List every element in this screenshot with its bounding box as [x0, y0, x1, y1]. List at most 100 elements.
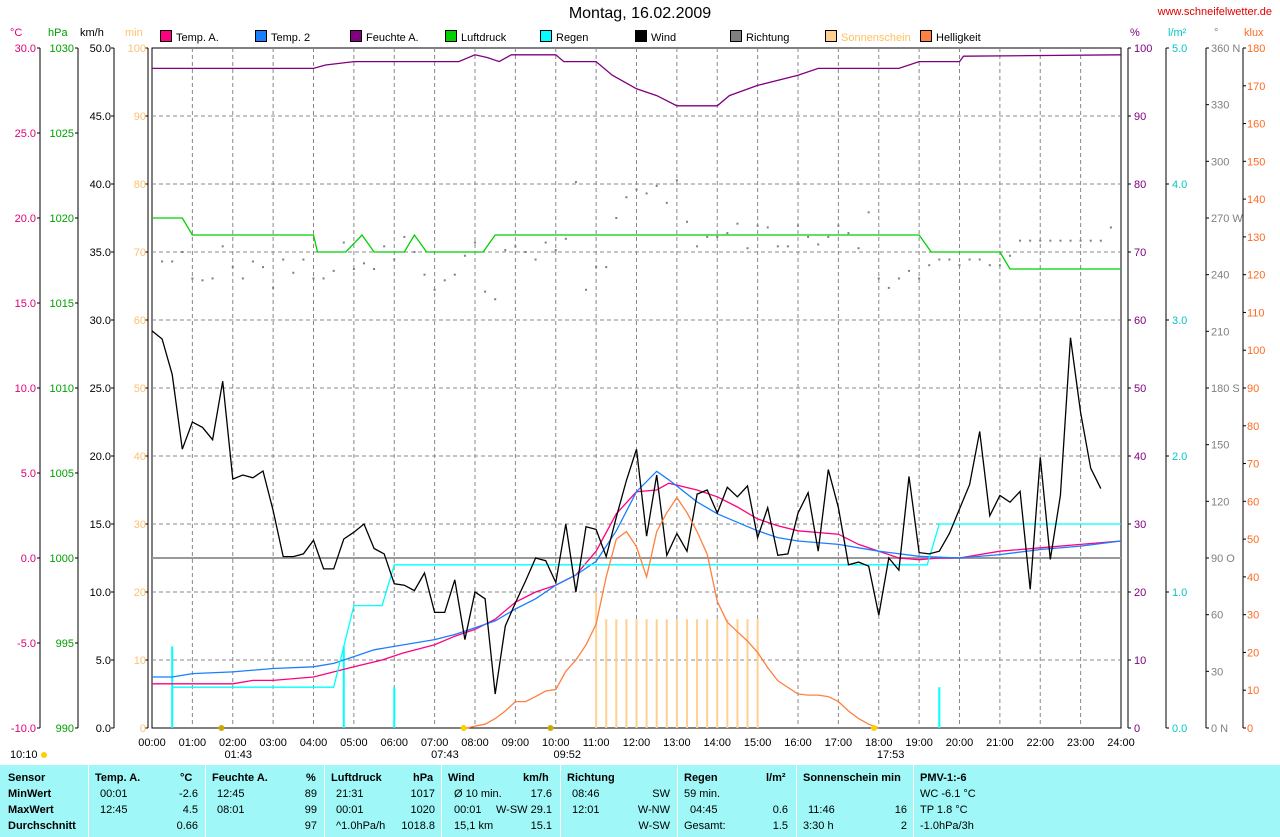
event-markers: 01:43 07:43 09:52 17:53 10:10 [10, 725, 904, 761]
avg-sun-val: 2 [900, 820, 907, 832]
axis-tick-label: 0 N [1211, 723, 1228, 735]
legend-label: Richtung [746, 32, 790, 44]
axis-tick-label: 5.0 [1172, 43, 1187, 55]
direction-point [302, 258, 305, 261]
axis-tick-label: 0 [1134, 723, 1140, 735]
pmv-wc: WC -6.1 °C [920, 788, 976, 800]
max-rain-time: 04:45 [690, 804, 718, 816]
avg-wind-val: 15.1 [530, 820, 552, 832]
event-label: 09:52 [554, 749, 582, 761]
direction-point [373, 268, 376, 270]
direction-point [615, 217, 618, 219]
direction-point [766, 226, 769, 229]
direction-point [645, 192, 648, 195]
axis-tick-label: 995 [56, 638, 74, 650]
plot-area [151, 54, 1122, 729]
axis-tick-label: 360 N [1211, 43, 1240, 55]
axis-unit-label: klux [1244, 27, 1264, 39]
legend-item: Richtung [730, 30, 789, 46]
direction-point [443, 279, 446, 282]
x-tick-label: 20:00 [946, 737, 974, 749]
avg-dir-val: W-SW [638, 820, 670, 832]
direction-point [998, 264, 1001, 267]
axis-tick-label: 50 [1134, 383, 1146, 395]
axis-tick-label: 10 [1247, 685, 1259, 697]
x-tick-label: 16:00 [784, 737, 812, 749]
direction-point [231, 266, 234, 269]
axis-tick-label: 35.0 [90, 247, 111, 259]
axis-tick-label: 330 [1211, 100, 1229, 112]
direction-point [574, 181, 577, 184]
weather-chart: 30.025.020.015.010.05.00.0-5.0-10.0°C103… [10, 27, 1265, 761]
direction-point [211, 277, 214, 280]
table-divider [441, 765, 442, 837]
hdr-wind-unit: km/h [523, 772, 549, 784]
direction-point [463, 254, 466, 257]
max-wind-val: 29.1 [530, 804, 552, 816]
direction-point [827, 235, 830, 238]
direction-point [1109, 226, 1112, 229]
axis-tick-label: 240 [1211, 270, 1229, 282]
event-marker [460, 725, 467, 731]
x-tick-label: 02:00 [219, 737, 247, 749]
x-tick-label: 15:00 [744, 737, 772, 749]
x-tick-label: 24:00 [1107, 737, 1135, 749]
direction-point [716, 235, 719, 238]
direction-point [918, 277, 921, 280]
direction-point [897, 277, 900, 280]
axis-tick-label: 10 [1134, 655, 1146, 667]
axis-tick-label: 0.0 [1172, 723, 1187, 735]
direction-point [867, 211, 870, 214]
direction-point [585, 288, 588, 291]
axis-tick-label: 30.0 [15, 43, 36, 55]
direction-point [181, 251, 184, 253]
event-label: 17:53 [877, 749, 905, 761]
hdr-press-unit: hPa [413, 772, 434, 784]
series-line [152, 217, 1121, 270]
axis-unit-label: % [1130, 27, 1140, 39]
axis-tick-label: 0.0 [21, 553, 36, 565]
row-label-max: MaxWert [8, 804, 54, 816]
site-link[interactable]: www.schneifelwetter.de [1157, 6, 1272, 18]
table-divider [796, 765, 797, 837]
hdr-sensor: Sensor [8, 772, 46, 784]
legend-swatch [635, 30, 647, 42]
axes: 30.025.020.015.010.05.00.0-5.0-10.0°C103… [10, 27, 1265, 749]
axis-tick-label: 20.0 [15, 213, 36, 225]
row-label-min: MinWert [8, 788, 52, 800]
x-tick-label: 09:00 [502, 737, 530, 749]
axis-tick-label: 160 [1247, 119, 1265, 131]
hdr-pmv: PMV-1:-6 [920, 772, 967, 784]
min-dir-time: 08:46 [572, 788, 600, 800]
direction-point [948, 258, 951, 261]
direction-point [1049, 239, 1052, 242]
min-press-val: 1017 [410, 788, 435, 800]
table-divider [88, 765, 89, 837]
hdr-hum-unit: % [306, 772, 316, 784]
axis-tick-label: 4.0 [1172, 179, 1187, 191]
axis-tick-label: 300 [1211, 156, 1229, 168]
axis-tick-label: 30 [134, 519, 146, 531]
direction-point [665, 201, 668, 204]
chart-title: Montag, 16.02.2009 [568, 5, 712, 22]
series-line [152, 54, 1122, 107]
axis-tick-label: 50.0 [90, 43, 111, 55]
hdr-wind: Wind [448, 772, 475, 784]
axis-tick-label: 180 [1247, 43, 1265, 55]
direction-point [595, 266, 598, 269]
event-label: 01:43 [224, 749, 252, 761]
axis-tick-label: 25.0 [15, 128, 36, 140]
axis-tick-label: 180 S [1211, 383, 1240, 395]
axis-tick-label: -5.0 [17, 638, 36, 650]
direction-point [423, 273, 426, 276]
direction-point [1059, 239, 1062, 242]
direction-point [756, 224, 759, 227]
min-hum-time: 12:45 [217, 788, 245, 800]
legend-swatch [350, 30, 362, 42]
min-rain-time: 59 min. [684, 788, 721, 800]
x-tick-label: 13:00 [663, 737, 691, 749]
max-sun-time: 11:46 [808, 804, 835, 816]
legend-label: Feuchte A. [366, 32, 419, 44]
avg-press-trend: ^1.0hPa/h [336, 820, 386, 832]
axis-tick-label: 10.0 [90, 587, 111, 599]
